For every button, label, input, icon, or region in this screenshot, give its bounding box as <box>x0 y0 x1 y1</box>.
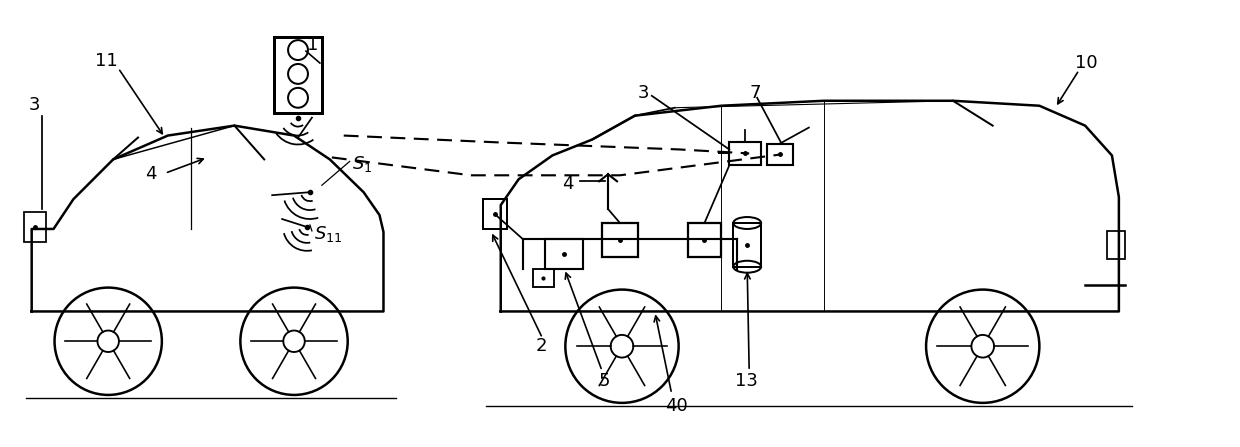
Text: 2: 2 <box>536 337 547 355</box>
Text: 7: 7 <box>749 84 760 102</box>
Text: 10: 10 <box>1075 54 1097 72</box>
Bar <box>603 223 637 257</box>
Text: $S_1$: $S_1$ <box>352 154 372 174</box>
Bar <box>274 37 322 113</box>
Bar <box>24 212 46 242</box>
Bar <box>1107 231 1125 259</box>
Bar <box>768 143 792 165</box>
Bar <box>532 269 554 287</box>
Text: 11: 11 <box>95 52 118 70</box>
Text: 5: 5 <box>598 372 610 390</box>
Text: 1: 1 <box>308 36 319 54</box>
Bar <box>733 223 761 267</box>
Bar <box>729 142 761 165</box>
Text: 40: 40 <box>665 397 687 415</box>
Bar <box>482 199 507 229</box>
Text: 3: 3 <box>29 96 40 114</box>
Bar <box>546 239 583 269</box>
Bar <box>687 223 722 257</box>
Text: 13: 13 <box>735 372 758 390</box>
Text: $S_{11}$: $S_{11}$ <box>314 224 342 244</box>
Text: 4: 4 <box>145 165 156 183</box>
Text: 4: 4 <box>563 175 574 193</box>
Text: 3: 3 <box>637 84 650 102</box>
